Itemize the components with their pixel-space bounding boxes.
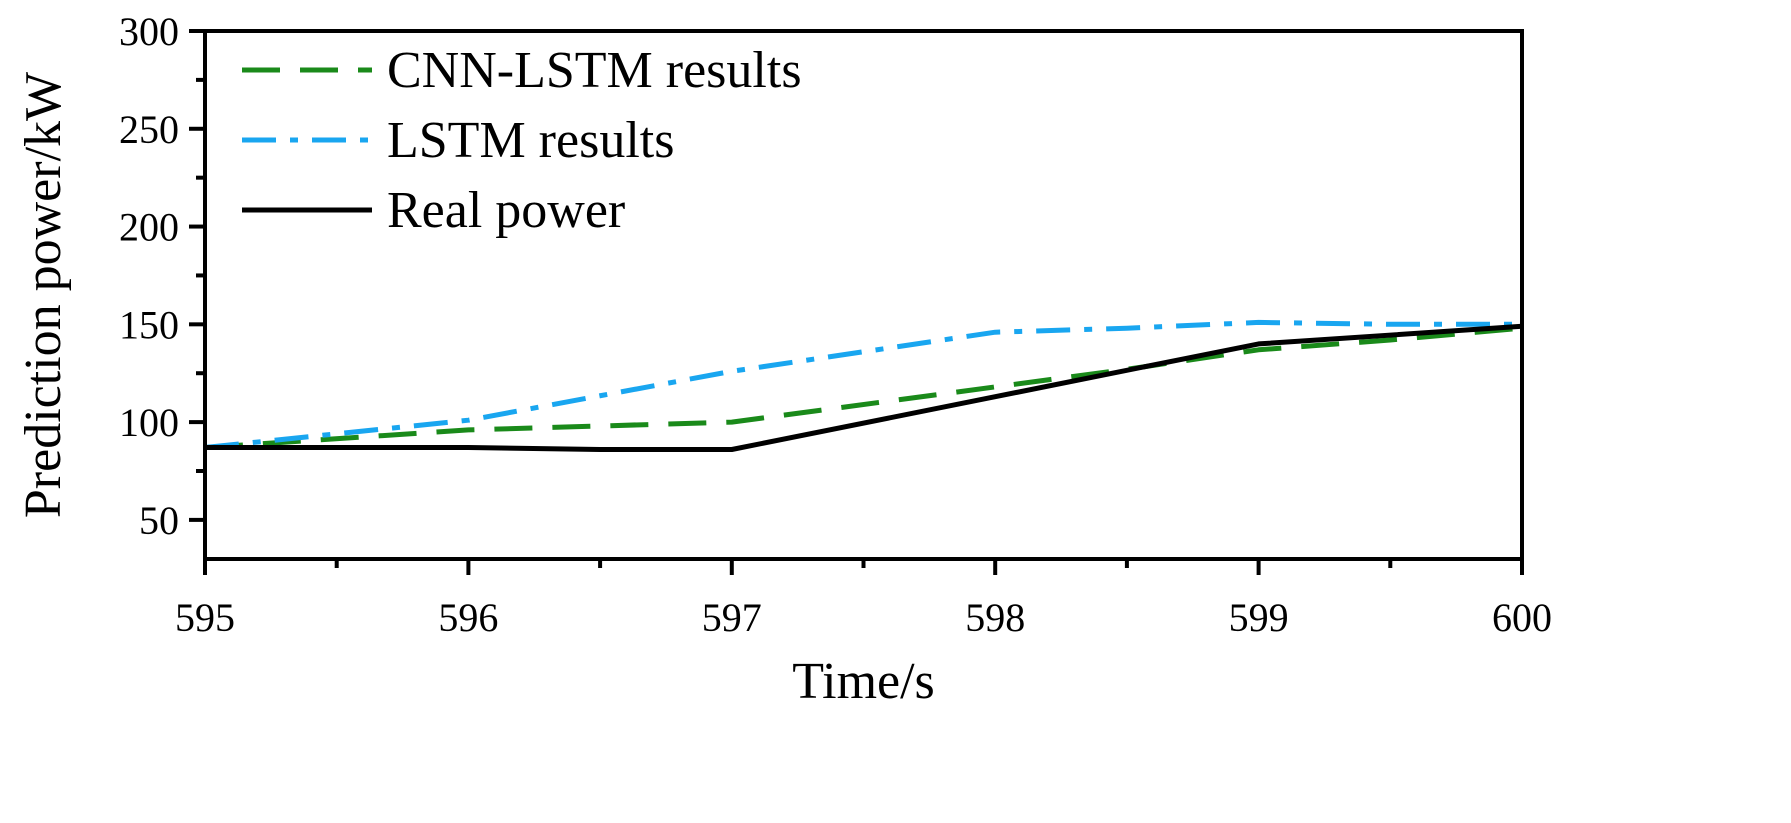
x-tick-label: 600: [1492, 595, 1552, 640]
legend: CNN-LSTM results LSTM results Real power: [242, 42, 802, 239]
x-tick-label: 598: [965, 595, 1025, 640]
legend-entry-label: CNN-LSTM results: [387, 42, 802, 99]
plot-content: [204, 319, 1523, 452]
y-tick-label: 50: [139, 498, 179, 543]
legend-entry-label: LSTM results: [387, 112, 674, 169]
plot-frame: [203, 29, 1524, 561]
x-tick-label: 597: [702, 595, 762, 640]
y-tick-label: 200: [119, 205, 179, 250]
legend-entry-label: Real power: [387, 182, 625, 239]
y-tick-label: 300: [119, 9, 179, 54]
x-axis-label: Time/s: [792, 653, 935, 710]
x-tick-label: 596: [438, 595, 498, 640]
y-tick-label: 150: [119, 302, 179, 347]
y-axis: 50 100 150 200 250 300: [119, 9, 205, 543]
y-tick-label: 250: [119, 107, 179, 152]
x-tick-label: 599: [1229, 595, 1289, 640]
series-line-0: [204, 325, 1523, 450]
y-tick-label: 100: [119, 400, 179, 445]
series-line-2: [205, 323, 1523, 452]
x-tick-label: 595: [175, 595, 235, 640]
x-axis: 595 596 597 598 599 600: [175, 559, 1552, 640]
y-axis-label: Prediction power/kW: [15, 72, 72, 518]
series-line-1: [204, 319, 1522, 450]
